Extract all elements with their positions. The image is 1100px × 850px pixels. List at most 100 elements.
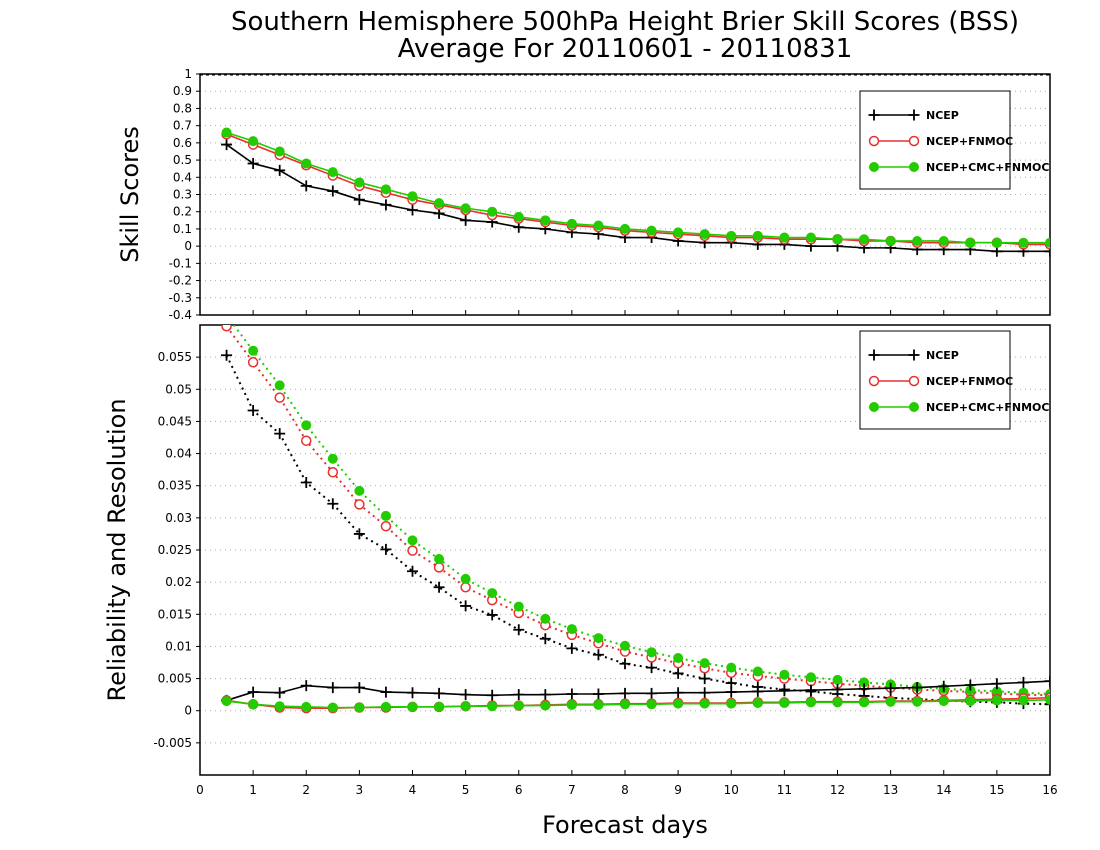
data-point bbox=[248, 136, 259, 147]
y-tick-label: -0.005 bbox=[153, 736, 192, 750]
x-tick-label: 6 bbox=[515, 783, 523, 797]
y-tick-label: -0.1 bbox=[169, 256, 192, 270]
y-tick-label: 0.05 bbox=[165, 382, 192, 396]
x-tick-label: 9 bbox=[674, 783, 682, 797]
x-tick-label: 3 bbox=[356, 783, 364, 797]
y-tick-label: -0.3 bbox=[169, 291, 192, 305]
x-tick-label: 0 bbox=[196, 783, 204, 797]
legend-marker bbox=[869, 162, 879, 172]
x-tick-label: 16 bbox=[1042, 783, 1057, 797]
data-point bbox=[965, 237, 976, 248]
data-point bbox=[407, 204, 418, 216]
y-tick-label: 0.025 bbox=[158, 543, 192, 557]
data-point bbox=[380, 184, 391, 195]
data-point bbox=[673, 698, 684, 709]
y-tick-label: -0.2 bbox=[169, 274, 192, 288]
data-point bbox=[885, 235, 896, 246]
data-point bbox=[327, 185, 339, 197]
legend-label: NCEP+FNMOC bbox=[926, 375, 1013, 388]
data-point bbox=[805, 232, 816, 243]
data-point bbox=[407, 545, 418, 556]
data-point bbox=[646, 662, 658, 674]
data-point bbox=[221, 325, 232, 332]
series-group bbox=[221, 127, 1050, 257]
y-tick-label: 1 bbox=[184, 67, 192, 81]
y-tick-label: 0.9 bbox=[173, 84, 192, 98]
legend-marker bbox=[869, 402, 879, 412]
data-point bbox=[407, 565, 418, 577]
x-tick-label: 15 bbox=[989, 783, 1004, 797]
x-tick-label: 11 bbox=[777, 783, 792, 797]
legend: NCEP NCEP+FNMOC NCEP+CMC+FNMOC bbox=[859, 90, 1049, 190]
data-point bbox=[301, 701, 312, 712]
data-point bbox=[619, 658, 631, 670]
data-point bbox=[221, 127, 232, 138]
data-point bbox=[593, 220, 604, 231]
data-point bbox=[407, 687, 418, 699]
data-point bbox=[380, 510, 391, 521]
data-point bbox=[540, 613, 551, 624]
y-tick-label: 0.6 bbox=[173, 136, 192, 150]
y-tick-label: 0.04 bbox=[165, 447, 192, 461]
data-point bbox=[726, 662, 737, 673]
x-tick-label: 5 bbox=[462, 783, 470, 797]
data-point bbox=[778, 685, 790, 697]
data-point bbox=[912, 235, 923, 246]
data-point bbox=[327, 453, 338, 464]
data-point bbox=[247, 357, 259, 368]
data-point bbox=[779, 669, 790, 680]
data-point bbox=[460, 573, 471, 584]
data-point bbox=[486, 609, 498, 621]
data-point bbox=[752, 666, 763, 677]
reliability-resolution-panel: -0.005 0 0.005 0.01 0.015 0.02 0.025 0.03 0.035 0… bbox=[103, 324, 1058, 839]
data-point bbox=[460, 701, 471, 712]
data-point bbox=[460, 214, 472, 226]
data-point bbox=[566, 699, 577, 710]
data-point bbox=[593, 633, 604, 644]
data-point bbox=[699, 687, 711, 699]
data-point bbox=[805, 697, 816, 708]
y-tick-label: 0.4 bbox=[173, 170, 192, 184]
data-point bbox=[566, 624, 577, 635]
data-point bbox=[673, 227, 684, 238]
data-point bbox=[274, 687, 286, 699]
data-point bbox=[247, 158, 259, 170]
data-point bbox=[859, 697, 870, 708]
data-point bbox=[593, 699, 604, 710]
legend-marker bbox=[908, 109, 920, 121]
data-point bbox=[460, 582, 471, 593]
x-tick-label: 2 bbox=[302, 783, 310, 797]
legend-marker bbox=[909, 162, 919, 172]
data-point bbox=[726, 698, 737, 709]
y-tick-label: 0.01 bbox=[165, 639, 192, 653]
data-point bbox=[620, 223, 630, 234]
data-point bbox=[938, 680, 950, 692]
data-point bbox=[726, 230, 737, 241]
data-point bbox=[752, 230, 763, 241]
data-point bbox=[1018, 695, 1029, 706]
data-point bbox=[699, 229, 710, 240]
data-point bbox=[353, 194, 365, 206]
data-point bbox=[274, 701, 285, 712]
data-point bbox=[433, 562, 445, 573]
legend-marker bbox=[868, 375, 880, 387]
data-point bbox=[354, 499, 365, 510]
data-point bbox=[380, 686, 392, 698]
data-point bbox=[513, 211, 524, 222]
y-tick-label: 0 bbox=[184, 239, 192, 253]
legend-box bbox=[859, 90, 1011, 190]
data-point bbox=[672, 667, 684, 679]
legend-marker bbox=[908, 135, 920, 147]
data-point bbox=[912, 696, 923, 707]
data-point bbox=[487, 701, 498, 712]
y-tick-label: 0.03 bbox=[165, 511, 192, 525]
data-point bbox=[434, 554, 445, 564]
data-point bbox=[646, 647, 657, 658]
data-point bbox=[752, 685, 764, 697]
y-tick-label: 0.015 bbox=[158, 607, 192, 621]
data-point bbox=[354, 485, 365, 496]
series-line-ncep-cmc-fnmoc-reliability bbox=[226, 698, 1050, 709]
data-point bbox=[486, 689, 498, 701]
data-point bbox=[248, 345, 259, 356]
data-point bbox=[274, 428, 286, 440]
